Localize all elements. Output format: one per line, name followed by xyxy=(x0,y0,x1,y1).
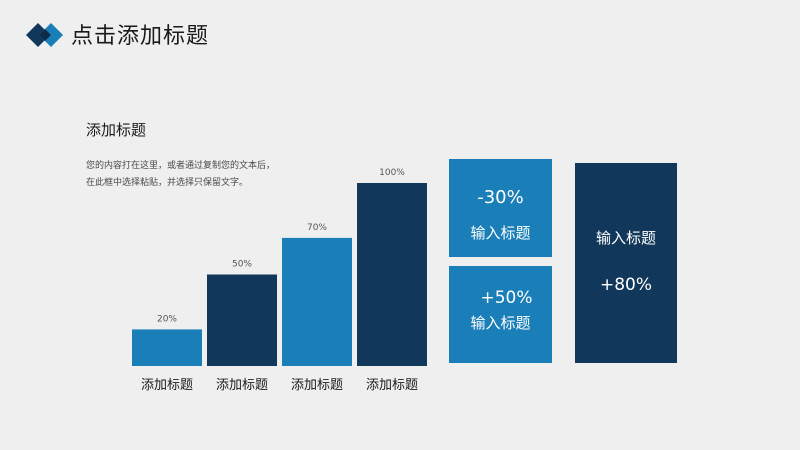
category-label: 添加标题 xyxy=(216,378,268,393)
stat-label: 输入标题 xyxy=(595,229,656,247)
bar xyxy=(132,329,202,366)
section-heading: 添加标题 xyxy=(86,121,147,139)
stat-box-increase: +50% 输入标题 xyxy=(449,266,552,363)
stat-percent: +50% xyxy=(480,288,533,308)
stat-box-highlight: 输入标题 +80% xyxy=(575,163,677,363)
logo-icon xyxy=(26,23,63,47)
category-label: 添加标题 xyxy=(291,378,343,393)
stat-box-decrease: -30% 输入标题 xyxy=(449,159,552,257)
page-title: 点击添加标题 xyxy=(71,24,210,49)
stat-label: 输入标题 xyxy=(470,314,531,332)
bar-value-label: 20% xyxy=(157,314,177,324)
bar-value-label: 50% xyxy=(232,260,252,270)
stat-percent: +80% xyxy=(599,275,653,295)
category-label: 添加标题 xyxy=(366,378,418,393)
category-label: 添加标题 xyxy=(141,378,193,393)
stat-label: 输入标题 xyxy=(470,224,531,242)
stat-percent: -30% xyxy=(477,187,524,208)
bar xyxy=(282,237,352,366)
body-text: 您的内容打在这里，或者通过复制您的文本后，在此框中选择粘贴，并选择只保留文字。 xyxy=(86,161,276,188)
bar-value-label: 100% xyxy=(379,168,405,178)
bar-value-label: 70% xyxy=(307,223,327,233)
bar xyxy=(207,274,277,366)
bar xyxy=(357,183,427,366)
